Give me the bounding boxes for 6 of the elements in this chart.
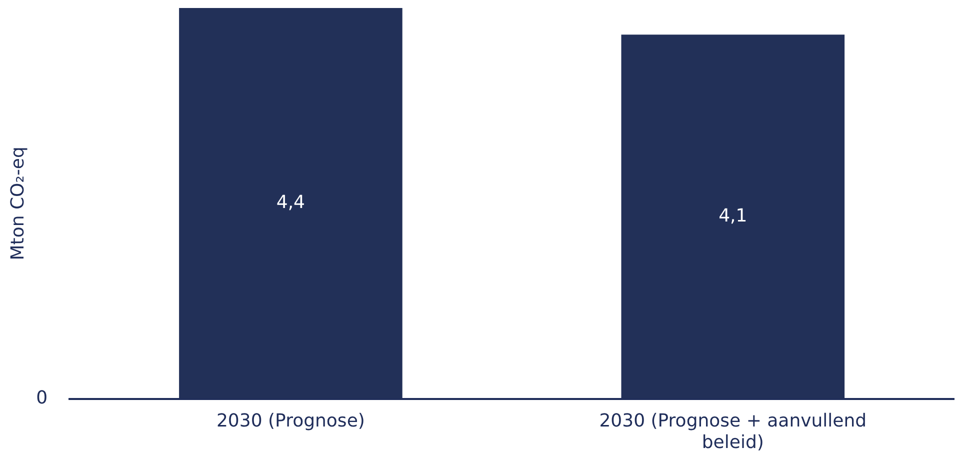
y-axis-title: Mton CO₂-eq — [7, 146, 28, 260]
data-label: 4,1 — [718, 205, 748, 226]
x-tick-label: 2030 (Prognose) — [216, 410, 365, 432]
x-tick-label: 2030 (Prognose + aanvullend beleid) — [599, 410, 867, 453]
data-label: 4,4 — [276, 192, 306, 214]
text: 0 — [36, 387, 48, 408]
